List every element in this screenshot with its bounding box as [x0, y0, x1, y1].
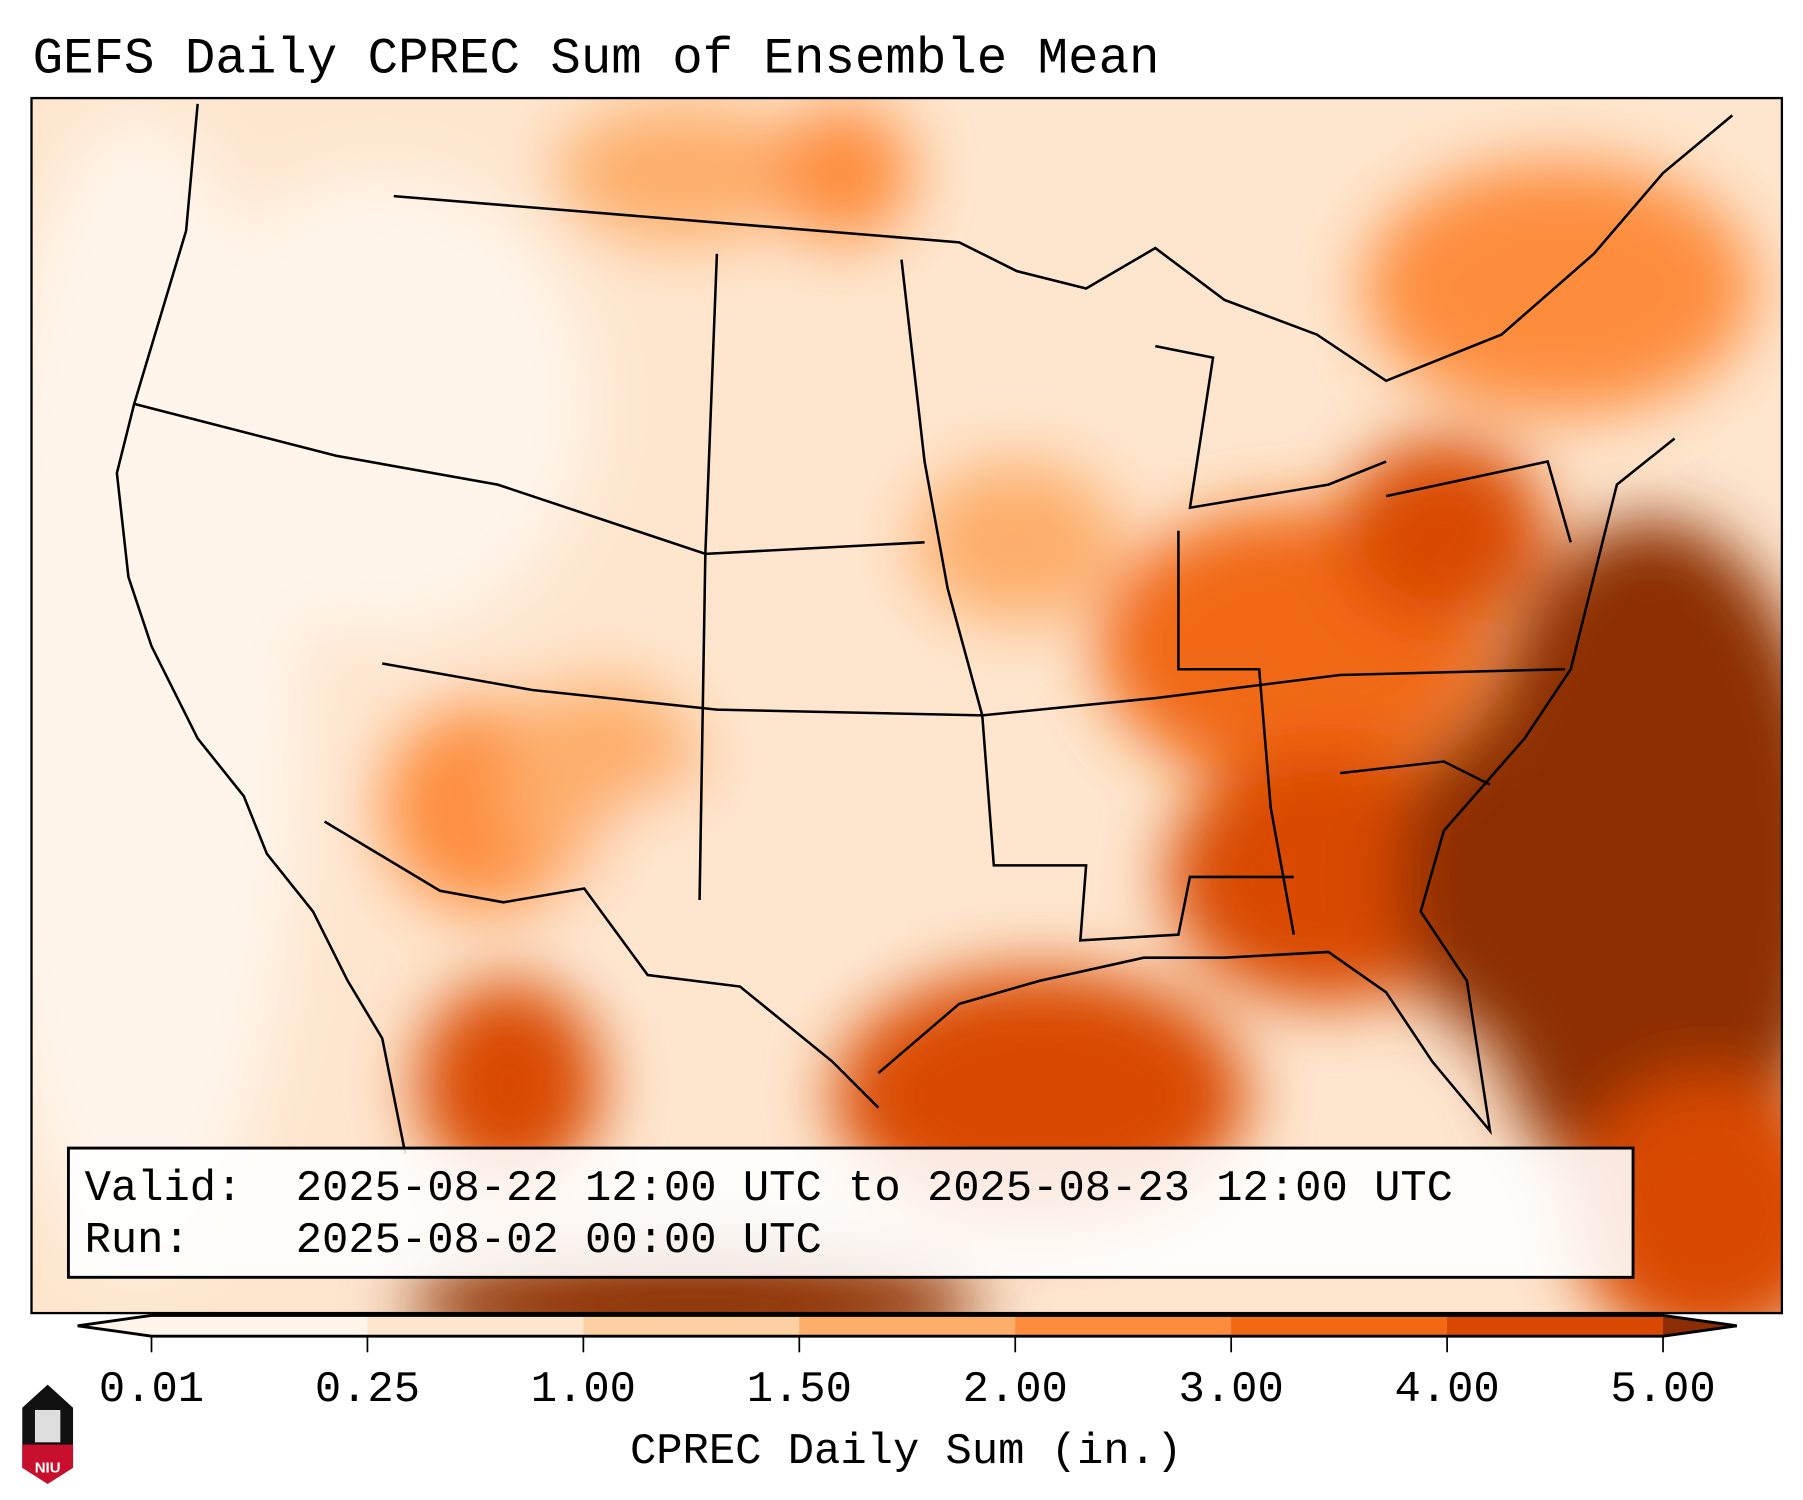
colorbar-segment	[799, 1315, 1016, 1337]
info-box: Valid: 2025-08-22 12:00 UTC to 2025-08-23…	[66, 1146, 1635, 1279]
colorbar-tick-label: 3.00	[1179, 1366, 1284, 1415]
colorbar-tick-label: 1.50	[747, 1366, 852, 1415]
colorbar-segment	[1015, 1315, 1232, 1337]
valid-value: 2025-08-22 12:00 UTC to 2025-08-23 12:00…	[296, 1165, 1453, 1214]
colorbar-segment	[1231, 1315, 1448, 1337]
colorbar-tick-label: 4.00	[1394, 1366, 1499, 1415]
colorbar-segment	[1447, 1315, 1664, 1337]
colorbar-label: CPREC Daily Sum (in.)	[630, 1428, 1182, 1477]
svg-text:Run:2025-08-02 00:00 UTC: Run: 2025-08-02 00:00 UTC	[85, 1217, 822, 1266]
colorbar-tick-label: 5.00	[1610, 1366, 1715, 1415]
colorbar-tick-label: 2.00	[963, 1366, 1068, 1415]
colorbar-over-extend	[1663, 1315, 1737, 1337]
valid-label: Valid:	[85, 1165, 243, 1214]
colorbar-tick-label: 0.25	[315, 1366, 420, 1415]
chart-title: GEFS Daily CPREC Sum of Ensemble Mean	[33, 32, 1160, 89]
niu-logo: NIU	[22, 1384, 74, 1484]
run-label: Run:	[85, 1217, 190, 1266]
run-value: 2025-08-02 00:00 UTC	[296, 1217, 822, 1266]
colorbar-segment	[151, 1315, 369, 1337]
colorbar: 0.01 0.25 1.00 1.50 2.00 3.00 4.00 5.00	[77, 1313, 1738, 1415]
logo-text: NIU	[35, 1459, 61, 1476]
colorbar-under-extend	[77, 1315, 152, 1337]
colorbar-tick-label: 0.01	[99, 1366, 204, 1415]
colorbar-segment	[583, 1315, 800, 1337]
coastlines-and-borders	[115, 103, 1734, 1155]
svg-text:Valid:2025-08-22 12:00 UTC to: Valid: 2025-08-22 12:00 UTC to 2025-08-23…	[85, 1165, 1453, 1214]
colorbar-tick-label: 1.00	[531, 1366, 636, 1415]
map-frame	[30, 96, 1784, 1315]
colorbar-segment	[367, 1315, 584, 1337]
